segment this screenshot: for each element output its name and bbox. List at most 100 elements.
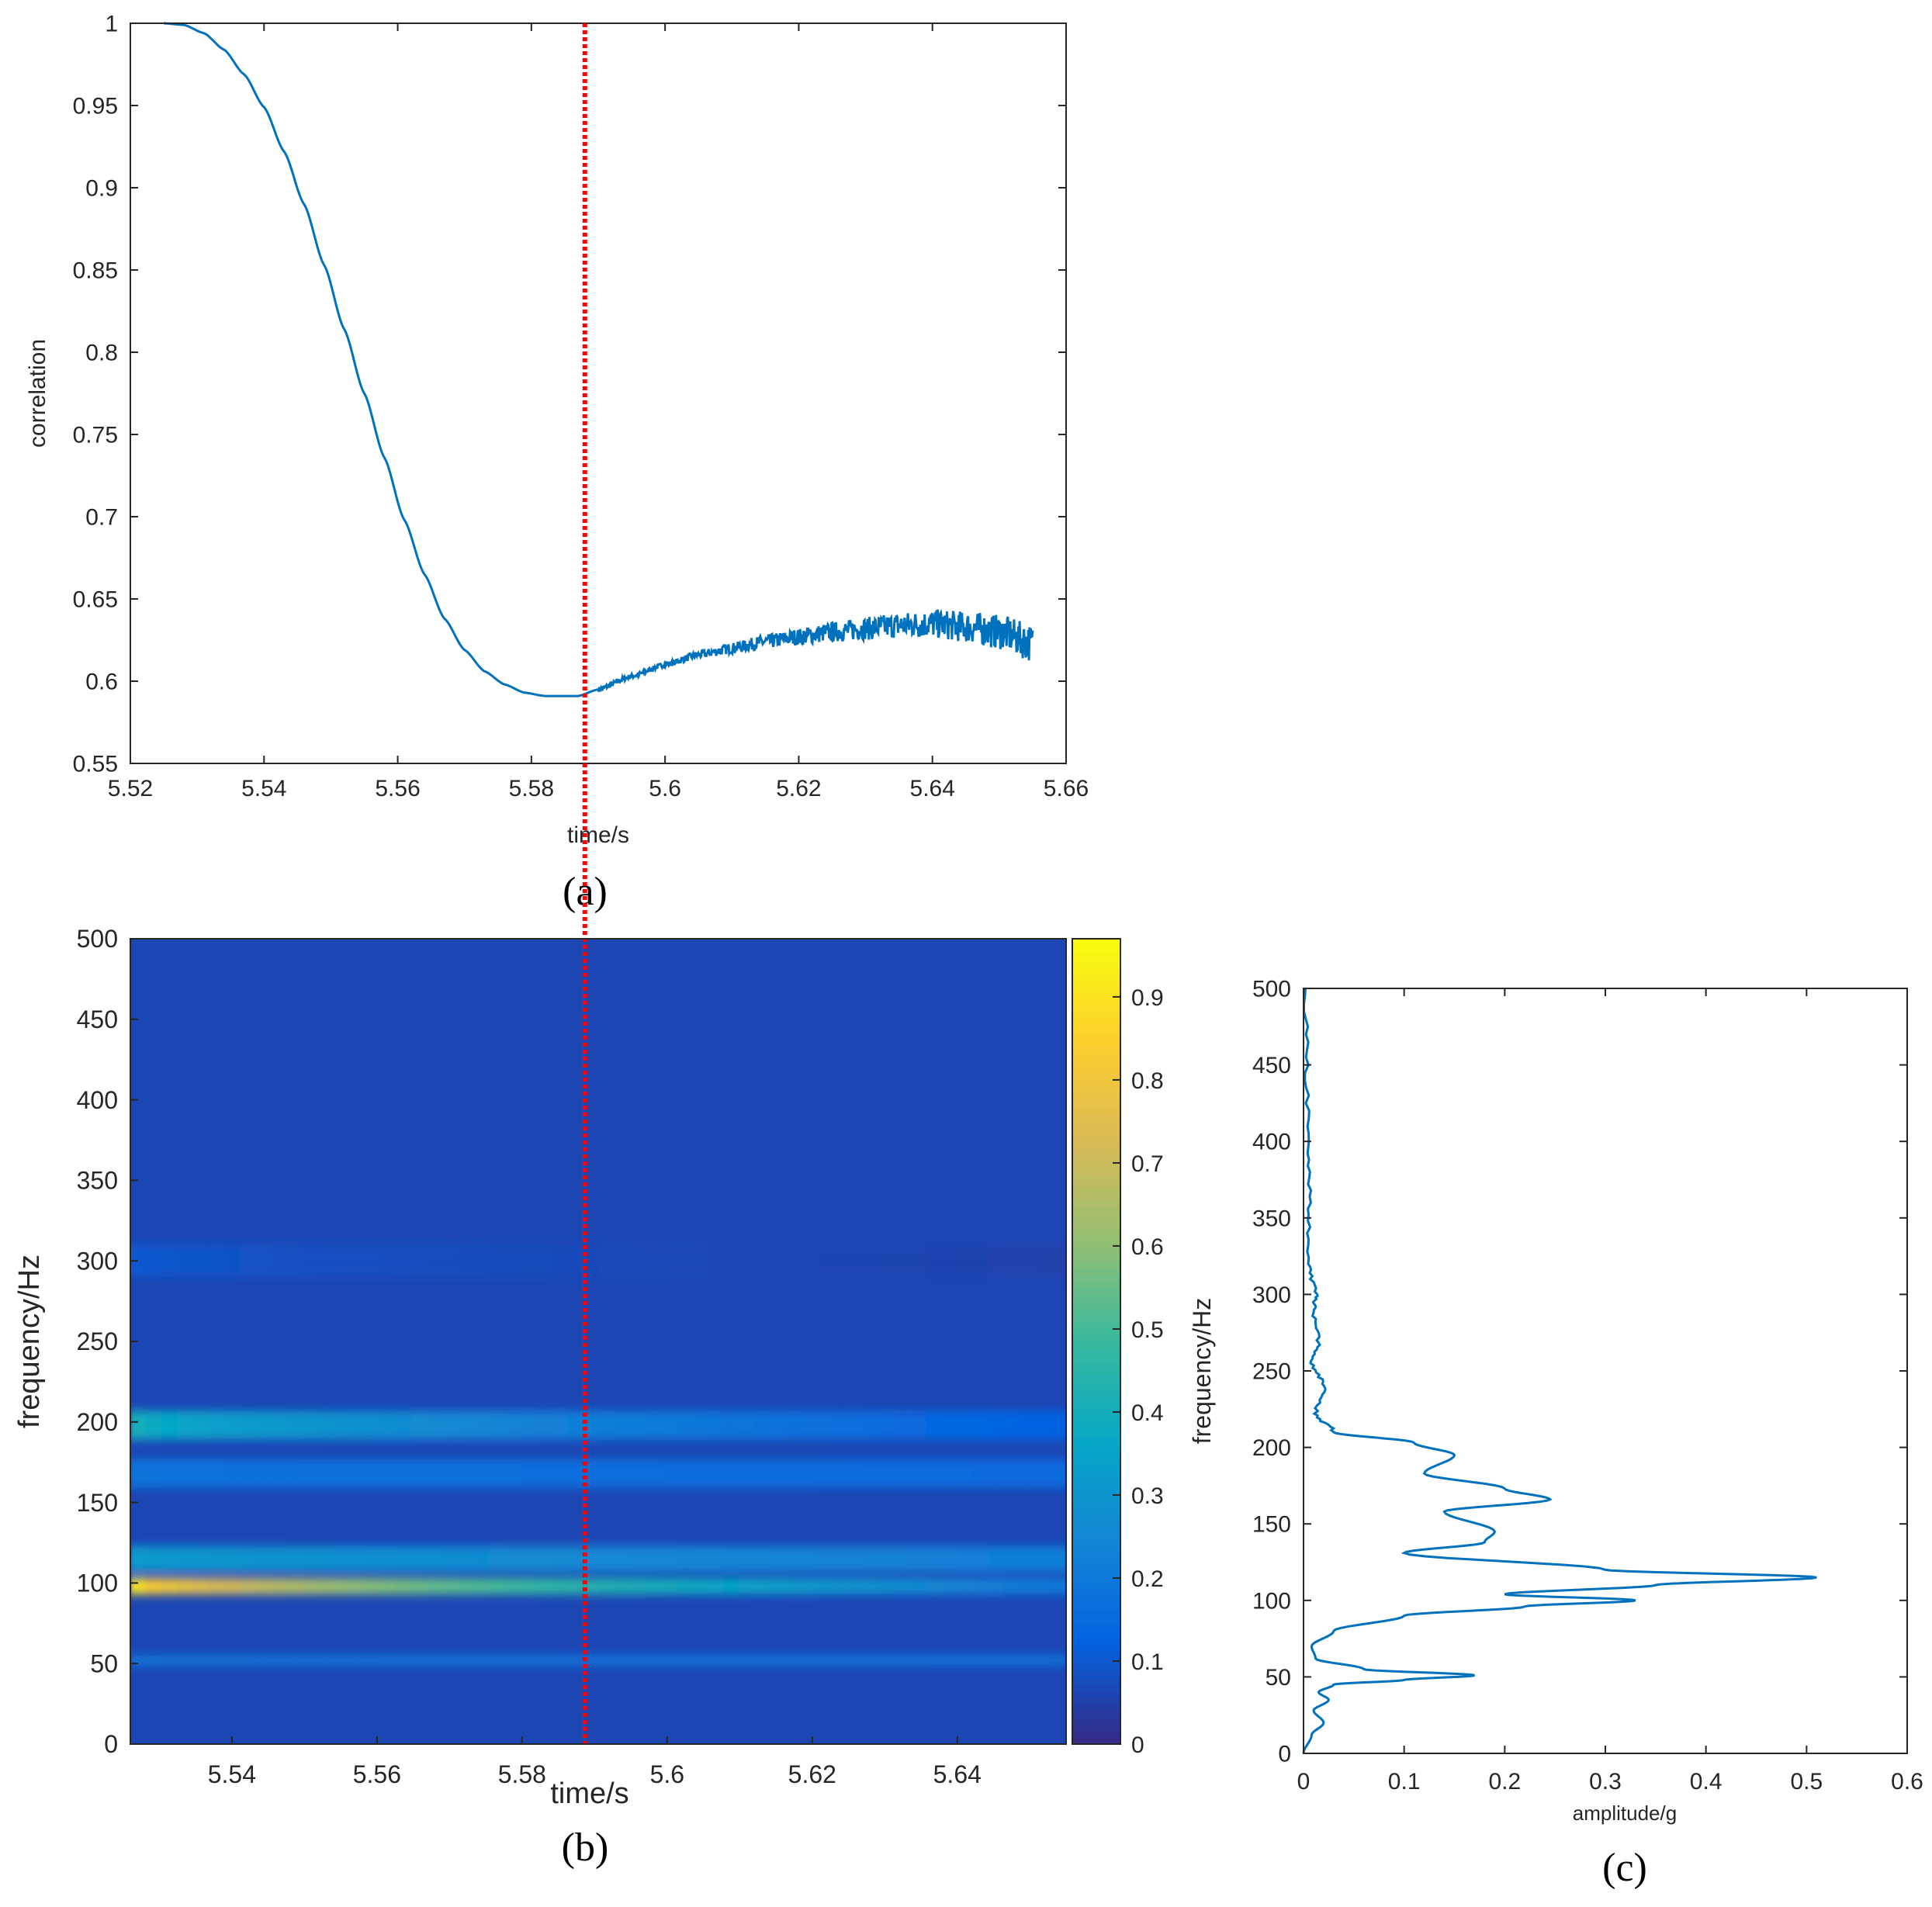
heatmap-cell (988, 1655, 1005, 1666)
colorbar-swatch (1072, 1623, 1120, 1631)
heatmap-cell (832, 1545, 849, 1572)
colorbar-tick-label: 0.3 (1131, 1483, 1164, 1509)
x-tick-label: 0 (1297, 1769, 1311, 1795)
colorbar-swatch (1072, 1053, 1120, 1061)
panel-b-ylabel: frequency/Hz (13, 1255, 46, 1428)
heatmap-cell (364, 1655, 381, 1666)
colorbar-swatch (1072, 952, 1120, 960)
heatmap-cell (161, 1459, 178, 1488)
x-tick-label: 5.56 (353, 1760, 401, 1788)
colorbar-swatch (1072, 1462, 1120, 1470)
y-tick-label: 250 (77, 1327, 118, 1355)
panel-a-correlation-plot: 5.52 5.54 5.56 5.58 5.6 5.62 5.64 5.66 0.55 0.6 0.… (25, 12, 1089, 915)
heatmap-cell (489, 1244, 506, 1277)
heatmap-cell (146, 1410, 163, 1440)
heatmap-cell (130, 1545, 147, 1572)
heatmap-cell (878, 1655, 895, 1666)
heatmap-cell (458, 1459, 475, 1488)
colorbar-swatch (1072, 998, 1120, 1007)
heatmap-cell (379, 1545, 396, 1572)
colorbar-swatch (1072, 1476, 1120, 1483)
heatmap-cell (535, 1410, 552, 1440)
x-tick-label: 5.6 (649, 776, 681, 801)
colorbar-swatch (1072, 1287, 1120, 1296)
heatmap-cell (816, 1244, 833, 1277)
colorbar-swatch (1072, 1227, 1120, 1235)
colorbar-swatch (1072, 1415, 1120, 1423)
heatmap-cell (1034, 1545, 1051, 1572)
heatmap-cell (707, 1655, 724, 1666)
heatmap-cell (177, 1410, 194, 1440)
heatmap-cell (504, 1410, 521, 1440)
heatmap-cell (614, 1655, 631, 1666)
heatmap-cell (785, 1410, 802, 1440)
heatmap-cell (1019, 1578, 1036, 1594)
colorbar-swatch (1072, 1026, 1120, 1034)
heatmap-cell (582, 1459, 599, 1488)
colorbar-swatch (1072, 1643, 1120, 1651)
heatmap-cell (598, 1578, 615, 1594)
heatmap-cell (270, 1410, 287, 1440)
heatmap-cell (426, 1244, 443, 1277)
colorbar-swatch (1072, 1180, 1120, 1189)
heatmap-cell (988, 1244, 1005, 1277)
colorbar-swatch (1072, 1247, 1120, 1255)
y-tick-label: 0.95 (73, 94, 118, 119)
heatmap-cell (177, 1655, 194, 1666)
heatmap-cell (223, 1410, 241, 1440)
heatmap-cell (208, 1578, 225, 1594)
heatmap-cell (676, 1655, 693, 1666)
colorbar-swatch (1072, 1515, 1120, 1524)
heatmap-cell (910, 1545, 927, 1572)
heatmap-cell (458, 1244, 475, 1277)
heatmap-cell (707, 1578, 724, 1594)
heatmap-cell (957, 1459, 974, 1488)
heatmap-cell (504, 1545, 521, 1572)
heatmap-cell (566, 1459, 583, 1488)
x-tick-label: 5.58 (509, 776, 554, 801)
heatmap-cell (691, 1545, 708, 1572)
heatmap-cell (894, 1459, 911, 1488)
colorbar-tick-label: 0.8 (1131, 1068, 1164, 1094)
colorbar-swatch (1072, 1362, 1120, 1369)
heatmap-cell (645, 1578, 662, 1594)
heatmap-cell (1050, 1655, 1066, 1666)
panel-b-heatmap (130, 939, 1066, 1744)
colorbar-swatch (1072, 1408, 1120, 1417)
colorbar-swatch (1072, 1603, 1120, 1611)
heatmap-cell (504, 1655, 521, 1666)
heatmap-cell (489, 1459, 506, 1488)
heatmap-cell (847, 1410, 864, 1440)
colorbar-swatch (1072, 1670, 1120, 1678)
heatmap-cell (629, 1655, 646, 1666)
heatmap-cell (348, 1578, 365, 1594)
panel-c-axes-box (1303, 988, 1908, 1754)
heatmap-cell (1050, 1410, 1066, 1440)
heatmap-cell (816, 1459, 833, 1488)
y-tick-label: 0.65 (73, 587, 118, 613)
heatmap-cell (972, 1655, 989, 1666)
colorbar-swatch (1072, 1314, 1120, 1323)
heatmap-cell (192, 1655, 209, 1666)
heatmap-cell (660, 1459, 677, 1488)
y-tick-label: 500 (1252, 977, 1291, 1002)
heatmap-cell (941, 1655, 958, 1666)
colorbar-swatch (1072, 972, 1120, 980)
heatmap-cell (754, 1244, 771, 1277)
heatmap-cell (395, 1655, 412, 1666)
heatmap-cell (161, 1655, 178, 1666)
y-tick-label: 300 (77, 1247, 118, 1275)
colorbar-swatch (1072, 978, 1120, 987)
colorbar-swatch (1072, 1583, 1120, 1591)
heatmap-cell (910, 1244, 927, 1277)
heatmap-cell (535, 1545, 552, 1572)
colorbar-swatch (1072, 1616, 1120, 1625)
heatmap-cell (254, 1578, 272, 1594)
y-tick-label: 1 (105, 12, 118, 37)
colorbar-swatch (1072, 1147, 1120, 1154)
heatmap-cell (302, 1459, 319, 1488)
colorbar-swatch (1072, 1522, 1120, 1531)
heatmap-cell (458, 1655, 475, 1666)
heatmap-cell (598, 1545, 615, 1572)
